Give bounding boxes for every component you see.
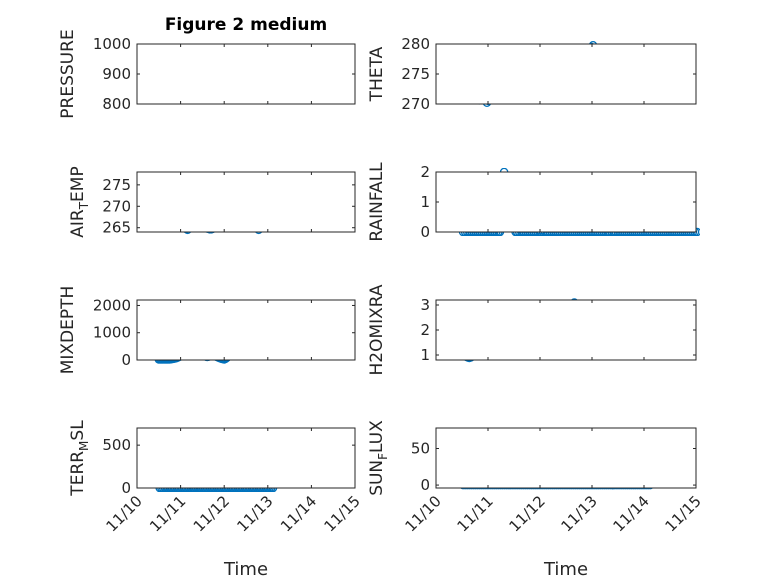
y-tick-label: 3 [420,296,430,314]
y-axis-label-main: THETA [367,46,387,102]
y-tick-label: 2000 [93,296,131,314]
y-axis-label-main: TERR [68,451,88,497]
y-axis-label-main: H2OMIXRA [367,284,387,375]
x-tick-label: 11/12 [506,492,549,535]
axes-box [435,43,697,105]
y-axis-label: H2OMIXRA [367,284,387,375]
axes-box [435,171,697,233]
y-axis-label-tail: SL [68,420,88,441]
y-tick-label: 0 [121,351,131,369]
y-tick-label: 50 [411,439,430,457]
y-axis-label-main: SUN [367,460,387,496]
subplot-8: 0 50 11/10 11/11 11/12 11/13 11/14 11/15 SUNFLUX… [367,420,705,580]
y-tick-label: 270 [401,95,430,113]
y-tick-label: 900 [102,65,131,83]
y-axis-label-subscript: T [77,201,91,210]
x-tick-label: 11/10 [103,492,146,535]
y-axis-label-main: RAINFALL [367,162,387,242]
y-axis-label-main: PRESSURE [58,29,78,118]
subplot-5: 0 1000 2000 MIXDEPTH [58,286,356,375]
y-axis-label-tail: EMP [68,166,88,202]
y-tick-label: 500 [102,436,131,454]
y-tick-label: 275 [102,176,131,194]
y-axis-label-subscript: M [77,441,91,451]
y-tick-label: 265 [102,219,131,237]
y-tick-label: 0 [121,479,131,497]
y-axis-label: PRESSURE [58,29,78,118]
x-tick-label: 11/15 [662,492,705,535]
x-axis-label: Time [543,559,588,580]
axes-box [435,427,697,489]
x-tick-label: 11/11 [454,492,497,535]
y-tick-label: 1000 [93,35,131,53]
x-tick-label: 11/11 [146,492,189,535]
subplot-6: 1 2 3 H2OMIXRA [367,284,697,376]
x-axis-label: Time [223,559,268,580]
y-axis-label: TERRMSL [68,420,91,497]
x-tick-label: 11/14 [277,492,320,535]
y-tick-label: 270 [102,197,131,215]
y-tick-label: 275 [401,65,430,83]
x-tick-label: 11/12 [190,492,233,535]
axes-box [136,427,356,489]
x-tick-label: 11/14 [610,492,653,535]
subplot-2: 270 275 280 THETA [367,35,697,113]
y-tick-label: 1 [420,193,430,211]
y-tick-label: 280 [401,35,430,53]
y-axis-label: MIXDEPTH [58,286,78,375]
axes-box [435,299,697,361]
y-axis-label: RAINFALL [367,162,387,242]
y-axis-label-subscript: F [376,453,390,460]
y-axis-label: THETA [367,46,387,102]
axes-box [136,299,356,361]
figure-title: Figure 2 medium [165,15,327,35]
y-axis-label-tail: LUX [367,420,387,453]
y-tick-label: 0 [420,476,430,494]
subplot-7: 0 500 11/10 11/11 11/12 11/13 11/14 11/15 TERRMS… [68,420,364,580]
y-tick-label: 2 [420,321,430,339]
axes-box [136,171,356,233]
subplot-4: 0 1 2 RAINFALL [367,162,700,242]
x-tick-label: 11/10 [402,492,445,535]
y-tick-label: 2 [420,163,430,181]
y-tick-label: 800 [102,95,131,113]
x-tick-label: 11/13 [558,492,601,535]
y-axis-label: AIRTEMP [68,166,91,237]
subplot-3: 265 270 275 AIRTEMP [68,166,356,238]
y-axis-label-main: AIR [68,209,88,238]
subplot-1: 800 900 1000 PRESSURE [58,29,356,119]
y-axis-label-main: MIXDEPTH [58,286,78,375]
y-tick-label: 1000 [93,324,131,342]
axes-box [136,43,356,105]
x-tick-label: 11/13 [233,492,276,535]
y-axis-label: SUNFLUX [367,420,390,496]
y-tick-label: 1 [420,346,430,364]
y-tick-label: 0 [420,223,430,241]
x-tick-label: 11/15 [321,492,364,535]
